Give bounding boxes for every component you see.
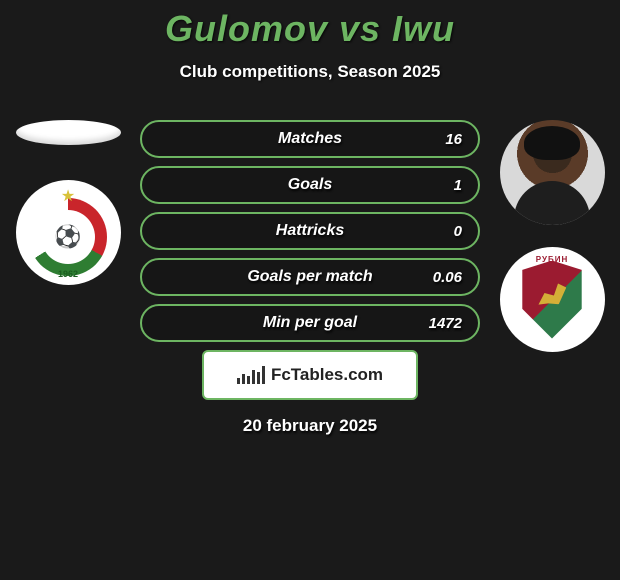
stat-value-right: 0 (454, 223, 462, 240)
page-title: Gulomov vs Iwu (0, 0, 620, 50)
stat-row: Goals 1 (140, 166, 480, 204)
stat-row: Hattricks 0 (140, 212, 480, 250)
left-column: ★ ⚽ 1962 (8, 120, 128, 285)
star-icon: ★ (61, 186, 75, 206)
bar-icon-segment (242, 374, 245, 384)
stat-label: Hattricks (276, 222, 344, 240)
stat-value-right: 16 (445, 131, 462, 148)
stat-row: Matches 16 (140, 120, 480, 158)
club1-badge: ★ ⚽ 1962 (16, 180, 121, 285)
bar-icon-segment (257, 372, 260, 384)
stat-value-right: 1472 (429, 315, 462, 332)
stat-value-right: 1 (454, 177, 462, 194)
stat-label: Matches (278, 130, 342, 148)
stat-row: Min per goal 1472 (140, 304, 480, 342)
stats-panel: Matches 16 Goals 1 Hattricks 0 Goals per match… (140, 120, 480, 436)
player1-placeholder (16, 120, 121, 145)
bar-icon-segment (237, 378, 240, 384)
footer-date: 20 february 2025 (140, 416, 480, 436)
bar-chart-icon (237, 366, 265, 384)
club2-shield-icon (519, 261, 585, 339)
stat-label: Min per goal (263, 314, 357, 332)
stat-label: Goals (288, 176, 332, 194)
soccer-ball-icon: ⚽ (41, 210, 95, 264)
bar-icon-segment (262, 366, 265, 384)
bar-icon-segment (252, 370, 255, 384)
club2-badge: РУБИН (500, 247, 605, 352)
branding-box: FcTables.com (202, 350, 418, 400)
subtitle: Club competitions, Season 2025 (0, 62, 620, 82)
player2-avatar (500, 120, 605, 225)
stat-row: Goals per match 0.06 (140, 258, 480, 296)
club1-ring: ⚽ (29, 198, 107, 276)
bar-icon-segment (247, 376, 250, 384)
branding-site-name: FcTables.com (271, 365, 383, 385)
club1-year: 1962 (58, 269, 78, 279)
stat-value-right: 0.06 (433, 269, 462, 286)
right-column: РУБИН (492, 120, 612, 352)
stat-label: Goals per match (247, 268, 372, 286)
